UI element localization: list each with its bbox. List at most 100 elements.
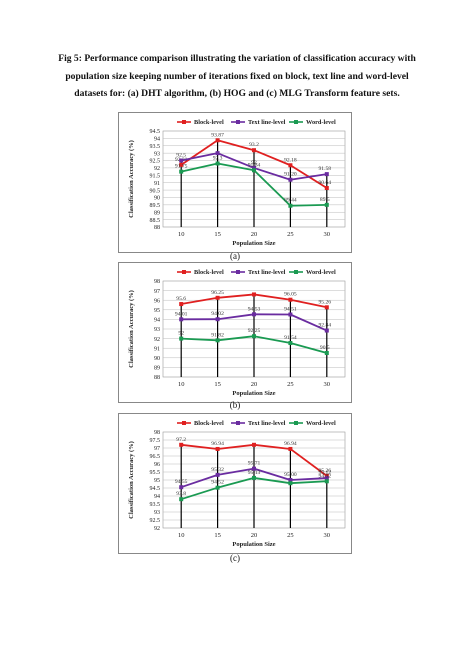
data-point-textline bbox=[252, 312, 256, 317]
legend-marker bbox=[182, 120, 186, 124]
chart-panel-a: 88 88.5 89 89.5 90 90.5 91 91.5 92 92.5 93 93.5 94 94… bbox=[118, 112, 352, 253]
data-point-word bbox=[215, 485, 220, 490]
data-label: 95.00 bbox=[284, 472, 297, 478]
panel-label-b: (b) bbox=[229, 400, 241, 410]
y-tick-label: 98 bbox=[154, 279, 160, 285]
data-label: 92.25 bbox=[248, 328, 261, 334]
y-tick-label: 89 bbox=[154, 210, 160, 216]
y-tick-label: 94 bbox=[154, 318, 160, 324]
data-point-word bbox=[252, 334, 256, 339]
legend-label: Block-level bbox=[194, 420, 224, 427]
data-point-word bbox=[288, 481, 293, 486]
data-point-word bbox=[324, 351, 329, 355]
data-label: 95.13 bbox=[248, 470, 261, 476]
data-point-block bbox=[324, 305, 329, 310]
data-point-block bbox=[179, 162, 184, 167]
legend-marker bbox=[294, 120, 298, 124]
y-tick-label: 93.5 bbox=[150, 144, 161, 150]
y-tick-label: 93 bbox=[154, 151, 160, 157]
y-tick-label: 95 bbox=[154, 478, 160, 484]
data-label: 93.87 bbox=[211, 132, 224, 138]
data-point-word bbox=[215, 338, 220, 343]
legend-label: Word-level bbox=[306, 420, 336, 427]
data-label: 91.82 bbox=[211, 332, 224, 338]
data-point-block bbox=[324, 473, 329, 478]
data-point-textline bbox=[252, 165, 256, 170]
data-label: 94.02 bbox=[211, 311, 224, 317]
x-tick-label: 15 bbox=[214, 231, 221, 238]
data-label: 90.5 bbox=[320, 345, 330, 351]
data-point-block bbox=[179, 442, 184, 447]
data-point-block bbox=[288, 297, 293, 302]
legend-marker bbox=[182, 421, 186, 425]
y-tick-label: 91 bbox=[154, 181, 160, 187]
y-axis-title: Classification Accuracy (%) bbox=[128, 140, 135, 218]
x-tick-label: 30 bbox=[324, 231, 331, 238]
y-tick-label: 93 bbox=[154, 327, 160, 333]
data-label: 91.84 bbox=[248, 162, 261, 168]
y-tick-label: 91 bbox=[154, 346, 160, 352]
x-tick-label: 10 bbox=[178, 532, 185, 539]
x-tick-label: 30 bbox=[324, 381, 331, 388]
data-label: 91.20 bbox=[284, 172, 297, 178]
x-tick-label: 25 bbox=[287, 532, 294, 539]
data-label: 92.18 bbox=[284, 157, 297, 163]
data-label: 91.75 bbox=[175, 164, 188, 170]
data-label: 92.84 bbox=[319, 323, 332, 329]
x-tick-label: 25 bbox=[287, 381, 294, 388]
data-point-textline bbox=[215, 317, 220, 322]
y-tick-label: 95 bbox=[154, 308, 160, 314]
data-label: 94.55 bbox=[175, 479, 188, 485]
data-point-block bbox=[252, 148, 256, 153]
data-point-textline bbox=[179, 317, 184, 322]
chart-c-svg: 92 92.5 93 93.5 94 94.5 95 95.5 96 96.5 97 97.5 98 10… bbox=[128, 420, 346, 548]
data-point-word bbox=[324, 202, 329, 207]
data-label: 91.58 bbox=[319, 166, 332, 172]
y-tick-label: 96.5 bbox=[150, 454, 161, 460]
y-tick-label: 88 bbox=[154, 375, 160, 381]
y-tick-label: 93.5 bbox=[150, 502, 161, 508]
data-point-textline bbox=[252, 466, 256, 471]
x-tick-label: 20 bbox=[251, 381, 258, 388]
x-tick-label: 20 bbox=[251, 231, 258, 238]
data-label: 94.51 bbox=[284, 307, 297, 313]
chart-a-svg: 8888.58989.59090.59191.59292.59393.59494… bbox=[128, 119, 346, 247]
y-tick-label: 92.5 bbox=[150, 518, 161, 524]
x-axis-title: Population Size bbox=[232, 541, 275, 548]
y-tick-label: 92 bbox=[154, 337, 160, 343]
data-label: 95.26 bbox=[319, 468, 332, 474]
legend-marker bbox=[236, 270, 240, 274]
x-tick-label: 10 bbox=[178, 231, 185, 238]
data-label: 91.54 bbox=[284, 335, 297, 341]
y-tick-label: 88.5 bbox=[150, 218, 161, 224]
data-point-block bbox=[179, 302, 184, 307]
x-tick-label: 15 bbox=[214, 532, 221, 539]
legend-label: Text line-level bbox=[248, 269, 286, 276]
data-label: 94.01 bbox=[175, 311, 188, 317]
data-label: 94.53 bbox=[248, 306, 261, 312]
caption-line-2: population size keeping number of iterat… bbox=[65, 70, 409, 82]
y-tick-label: 94.5 bbox=[150, 129, 161, 135]
chart-b-svg: 88 89 90 91 92 93 94 95 96 97 98 10 15 20 25 30 Populati… bbox=[128, 269, 346, 397]
x-axis-title: Population Size bbox=[232, 390, 275, 397]
y-tick-label: 93 bbox=[154, 510, 160, 516]
legend-marker bbox=[236, 120, 240, 124]
data-label: 94.92 bbox=[319, 473, 332, 479]
legend-marker bbox=[182, 270, 186, 274]
data-point-word bbox=[252, 475, 256, 480]
x-tick-label: 20 bbox=[251, 532, 258, 539]
data-point-textline bbox=[179, 158, 184, 163]
data-point-textline bbox=[324, 172, 329, 177]
data-point-block bbox=[288, 163, 293, 168]
y-tick-label: 92 bbox=[154, 526, 160, 532]
y-tick-label: 94 bbox=[154, 137, 160, 143]
data-label: 92.5 bbox=[176, 153, 186, 159]
legend-label: Block-level bbox=[194, 119, 224, 126]
data-point-block bbox=[252, 292, 256, 297]
data-label: 96.94 bbox=[211, 441, 224, 447]
data-point-block bbox=[215, 446, 220, 451]
y-tick-label: 97 bbox=[154, 446, 160, 452]
data-point-block bbox=[324, 186, 329, 191]
data-point-block bbox=[288, 446, 293, 451]
y-tick-label: 94.5 bbox=[150, 486, 161, 492]
